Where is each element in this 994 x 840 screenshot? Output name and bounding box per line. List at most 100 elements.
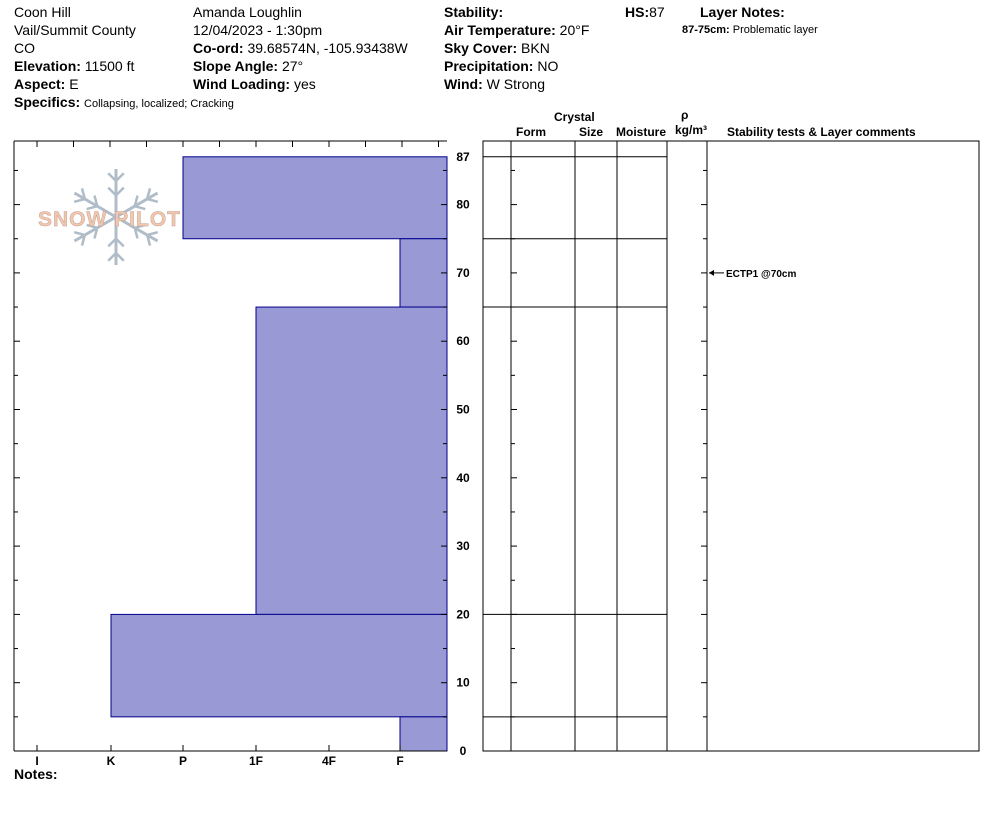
snowflake-branch — [93, 227, 99, 239]
snowflake-branch — [73, 197, 86, 204]
hs-value: 87 — [649, 4, 665, 20]
snowflake-branch — [107, 172, 117, 182]
layer-table: Crystal Form Size Moisture ρ kg/m³ Stabi… — [482, 108, 980, 752]
hardness-axis: I K P 1F 4F F — [35, 745, 404, 768]
header-density-unit: kg/m³ — [675, 123, 707, 137]
hardness-layer-bar — [255, 306, 448, 615]
hs-label: HS: — [625, 4, 650, 20]
aspect-value: E — [69, 76, 79, 92]
snowflake-branch — [134, 223, 146, 230]
snowflake-branch — [145, 234, 152, 246]
hs: HS:87 — [625, 4, 665, 20]
elevation-value: 11500 ft — [84, 58, 135, 74]
snowflake-arm — [73, 215, 117, 243]
wind-loading-value: yes — [293, 76, 316, 92]
depth-tick-label: 20 — [456, 607, 470, 621]
snowflake-branch — [133, 195, 139, 207]
layer-notes-label: Layer Notes: — [700, 4, 785, 20]
snowflake-branch — [86, 204, 98, 211]
stability-label: Stability: — [444, 4, 504, 20]
snowflake-arm — [115, 215, 159, 243]
layer-note: 87-75cm: Problematic layer — [682, 24, 818, 37]
snowflake-arm — [115, 191, 159, 219]
header-crystal: Crystal — [554, 110, 595, 124]
depth-tick-label: 87 — [456, 150, 470, 164]
elevation-label: Elevation: — [14, 58, 81, 74]
precipitation: Precipitation: NO — [444, 58, 558, 74]
precip-value: NO — [537, 58, 559, 74]
location: Coon Hill — [14, 4, 71, 20]
hardness-layer-bar — [182, 156, 448, 240]
snowflake-branch — [80, 234, 87, 246]
wind-value: W Strong — [486, 76, 545, 92]
depth-tick-label: 10 — [456, 676, 470, 690]
hardness-tick-label: 4F — [322, 754, 336, 768]
depth-tick-label: 70 — [456, 266, 470, 280]
snowflake-icon — [73, 169, 159, 265]
air-temp-value: 20°F — [559, 22, 590, 38]
hardness-tick-label: K — [107, 754, 116, 768]
stability: Stability: — [444, 4, 503, 20]
snowflake-branch — [134, 204, 146, 211]
sky-value: BKN — [521, 40, 550, 56]
hardness-tick-label: F — [396, 754, 403, 768]
notes-label: Notes: — [14, 766, 58, 782]
depth-tick-label: 50 — [456, 403, 470, 417]
snowflake-branch — [107, 186, 117, 197]
depth-tick-label: 80 — [456, 198, 470, 212]
snowflake-branch — [86, 223, 98, 230]
hardness-layers — [110, 156, 448, 752]
depth-axis: 0 10 20 30 40 50 60 70 80 87 — [14, 150, 470, 758]
snowflake-branch — [133, 227, 139, 239]
aspect: Aspect: E — [14, 76, 79, 92]
snowflake-branch — [115, 237, 125, 248]
aspect-label: Aspect: — [14, 76, 66, 92]
depth-tick-label: 0 — [460, 744, 467, 758]
snowflake-branch — [73, 230, 86, 237]
air-temp-label: Air Temperature: — [444, 22, 556, 38]
region: Vail/Summit County — [14, 22, 136, 38]
wind-label: Wind: — [444, 76, 483, 92]
hardness-tick-label: 1F — [249, 754, 263, 768]
slope-label: Slope Angle: — [193, 58, 279, 74]
table-border — [482, 140, 980, 752]
snowflake-branch — [80, 188, 87, 200]
coord-label: Co-ord: — [193, 40, 244, 56]
header-moisture: Moisture — [616, 125, 666, 139]
specifics-value: Collapsing, localized; Cracking — [84, 98, 234, 110]
layer-note-range: 87-75cm: — [682, 24, 730, 36]
coord-value: 39.68574N, -105.93438W — [247, 40, 408, 56]
slope-angle: Slope Angle: 27° — [193, 58, 303, 74]
state: CO — [14, 40, 35, 56]
wind-loading-label: Wind Loading: — [193, 76, 291, 92]
logo-text: SNOW PILOT — [38, 208, 181, 231]
snowflake-branch — [146, 230, 159, 237]
hardness-plot-frame — [13, 140, 447, 752]
depth-tick-label: 60 — [456, 334, 470, 348]
air-temperature: Air Temperature: 20°F — [444, 22, 589, 38]
snowflake-branch — [115, 252, 125, 262]
header-rho: ρ — [681, 108, 688, 122]
test-pointer-arrow — [709, 269, 714, 276]
observer: Amanda Loughlin — [193, 4, 302, 20]
sky-label: Sky Cover: — [444, 40, 518, 56]
snowflake-branch — [145, 188, 152, 200]
header-comments: Stability tests & Layer comments — [727, 125, 916, 139]
hardness-tick-label: I — [35, 754, 38, 768]
depth-tick-label: 30 — [456, 539, 470, 553]
test-label: ECTP1 @70cm — [726, 269, 796, 280]
header-form: Form — [516, 125, 546, 139]
hardness-layer-bar — [399, 716, 448, 752]
layer-note-text: Problematic layer — [732, 24, 818, 36]
stability-tests: ECTP1 @70cm — [709, 269, 796, 280]
specifics: Specifics: Collapsing, localized; Cracki… — [14, 94, 234, 111]
wind: Wind: W Strong — [444, 76, 545, 92]
datetime: 12/04/2023 - 1:30pm — [193, 22, 323, 38]
hardness-tick-label: P — [179, 754, 187, 768]
snowflake-arm — [73, 191, 117, 219]
depth-tick-label: 40 — [456, 471, 470, 485]
snowflake-branch — [115, 186, 125, 197]
wind-loading: Wind Loading: yes — [193, 76, 316, 92]
snowflake-branch — [107, 237, 117, 248]
